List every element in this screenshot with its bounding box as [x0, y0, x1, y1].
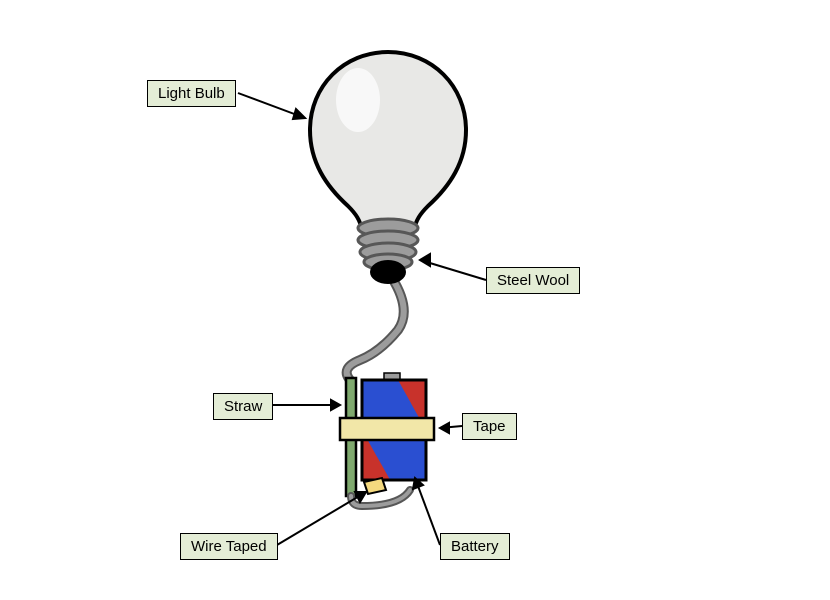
label-steel-wool: Steel Wool — [486, 267, 580, 294]
tape — [340, 418, 434, 440]
label-straw: Straw — [213, 393, 273, 420]
label-text: Wire Taped — [191, 538, 267, 555]
label-text: Straw — [224, 398, 262, 415]
label-text: Tape — [473, 418, 506, 435]
label-text: Steel Wool — [497, 272, 569, 289]
label-text: Light Bulb — [158, 85, 225, 102]
label-wire-taped: Wire Taped — [180, 533, 278, 560]
socket — [370, 260, 406, 284]
label-light-bulb: Light Bulb — [147, 80, 236, 107]
label-text: Battery — [451, 538, 499, 555]
label-tape: Tape — [462, 413, 517, 440]
light-bulb — [310, 52, 466, 230]
label-battery: Battery — [440, 533, 510, 560]
circuit-diagram — [0, 0, 830, 600]
